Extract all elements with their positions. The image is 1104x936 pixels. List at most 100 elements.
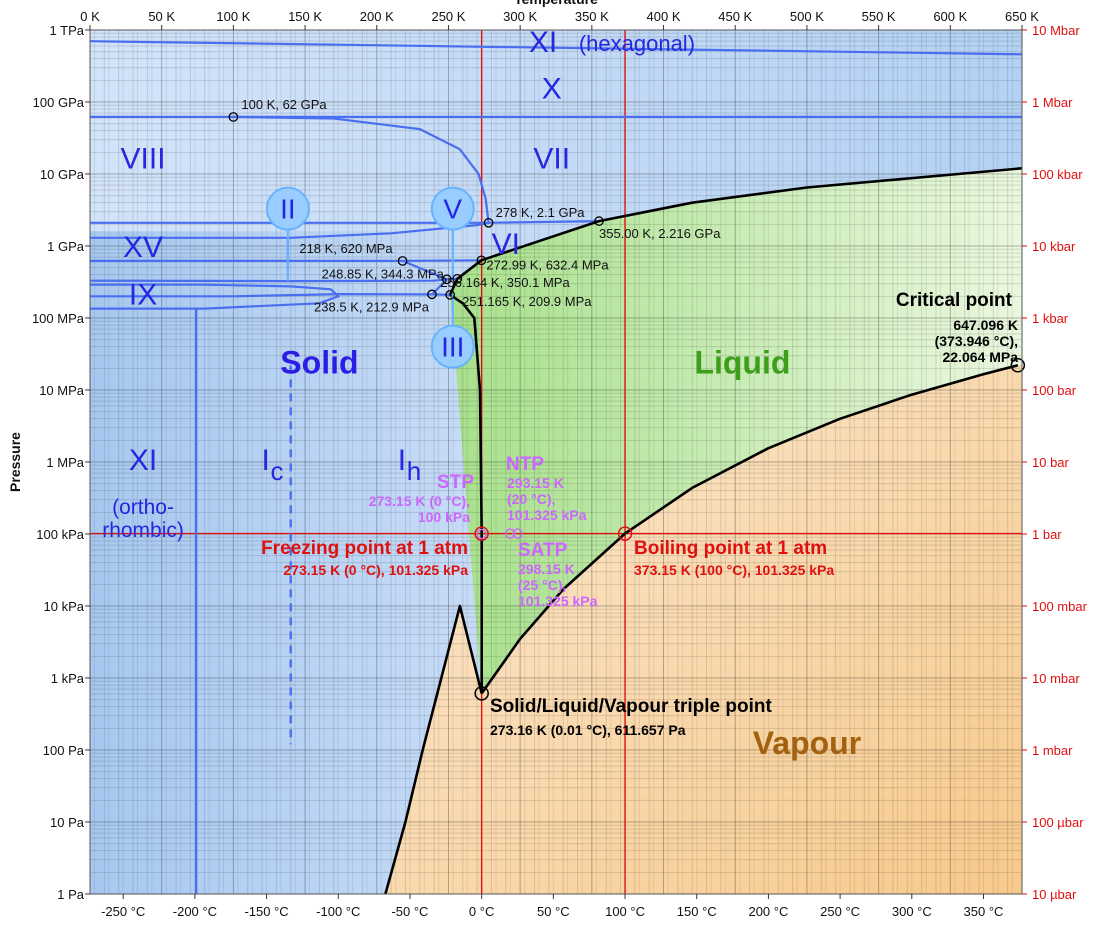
high-pressure-region — [90, 30, 1022, 295]
x-bottom-tick-label: 250 °C — [820, 904, 860, 919]
satp-label: 298.15 K — [518, 561, 575, 577]
y-left-tick-label: 100 kPa — [36, 527, 84, 542]
ice-xi-orthorhombic-sub: rhombic) — [102, 519, 184, 542]
freezing-point-title: Freezing point at 1 atm — [261, 538, 468, 559]
boundary-vii-viii — [233, 115, 490, 223]
freezing-point-marker — [474, 526, 489, 541]
satp-title: SATP — [518, 540, 568, 561]
vapour-region — [385, 365, 1022, 894]
triple-point-marker — [594, 216, 604, 226]
x-bottom-tick-label: -250 °C — [101, 904, 145, 919]
stp-marker — [476, 528, 487, 540]
y-right-tick-label: 1 bar — [1032, 527, 1062, 542]
ice-v-label: V — [443, 194, 462, 225]
x-top-tick-label: 450 K — [718, 9, 752, 24]
point-label: 238.5 K, 212.9 MPa — [314, 299, 430, 314]
x-bottom-tick-label: 0 °C — [469, 904, 494, 919]
liquid-region-label: Liquid — [694, 344, 790, 380]
freezing-point-label: 273.15 K (0 °C), 101.325 kPa — [283, 562, 468, 578]
point-label: 248.85 K, 344.3 MPa — [322, 266, 445, 281]
ice-ix-label: IX — [129, 278, 157, 311]
point-label: 278 K, 2.1 GPa — [496, 205, 586, 220]
x-bottom-tick-label: 350 °C — [964, 904, 1004, 919]
satp-label: 101.325 kPa — [518, 593, 598, 609]
triple-point-title: Solid/Liquid/Vapour triple point — [490, 696, 772, 717]
ice-i-label: I — [398, 444, 406, 477]
x-top-tick-label: 150 K — [288, 9, 322, 24]
x-top-tick-label: 400 K — [647, 9, 681, 24]
x-bottom-tick-label: 200 °C — [748, 904, 788, 919]
boundary-vi-xv — [90, 221, 489, 239]
ntp-label: (20 °C), — [507, 491, 555, 507]
stp-label: 273.15 K (0 °C), — [369, 493, 470, 509]
x-bottom-tick-label: 50 °C — [537, 904, 570, 919]
boiling-point-title: Boiling point at 1 atm — [634, 538, 827, 559]
y-right-tick-label: 10 bar — [1032, 455, 1070, 470]
x-top-tick-label: 350 K — [575, 9, 609, 24]
y-right-tick-label: 100 bar — [1032, 383, 1077, 398]
triple-point-marker — [476, 255, 487, 266]
x-bottom-tick-label: 300 °C — [892, 904, 932, 919]
ice-xi-label: XI — [529, 26, 557, 59]
x-bottom-tick-label: 100 °C — [605, 904, 645, 919]
y-left-tick-label: 1 kPa — [51, 671, 85, 686]
y-right-tick-label: 100 kbar — [1032, 167, 1083, 182]
sublimation-curve — [384, 604, 483, 894]
critical-point-title: Critical point — [896, 290, 1013, 311]
y-left-tick-label: 1 GPa — [47, 239, 85, 254]
y-left-tick-label: 1 MPa — [46, 455, 84, 470]
ntp-label: 101.325 kPa — [507, 507, 587, 523]
y-right-tick-label: 100 µbar — [1032, 815, 1084, 830]
point-label: 256.164 K, 350.1 MPa — [440, 275, 570, 290]
point-label: 251.165 K, 209.9 MPa — [462, 294, 592, 309]
ice-iii-label: III — [441, 332, 464, 363]
x-top-tick-label: 650 K — [1005, 9, 1039, 24]
satp-label: (25 °C), — [518, 577, 566, 593]
solid-region-label: Solid — [280, 344, 358, 380]
critical-point-label: (373.946 °C), — [935, 333, 1018, 349]
point-label: 355.00 K, 2.216 GPa — [599, 226, 721, 241]
triple-point-marker — [427, 289, 437, 300]
x-top-tick-label: 0 K — [80, 9, 100, 24]
y-left-tick-label: 1 TPa — [50, 23, 85, 38]
y-right-tick-label: 10 µbar — [1032, 887, 1077, 902]
satp-marker — [512, 528, 523, 539]
x-bottom-tick-label: -50 °C — [391, 904, 428, 919]
y-left-tick-label: 100 Pa — [43, 743, 85, 758]
triple-point-marker — [441, 274, 452, 285]
boiling-point-label: 373.15 K (100 °C), 101.325 kPa — [634, 562, 834, 578]
y-left-tick-label: 10 GPa — [40, 167, 85, 182]
ice-ic-subscript: c — [271, 456, 284, 486]
y-right-tick-label: 1 Mbar — [1032, 95, 1073, 110]
boundary-ix — [90, 283, 341, 310]
x-bottom-tick-label: -100 °C — [316, 904, 360, 919]
y-left-tick-label: 10 Pa — [50, 815, 85, 830]
triple-point-marker — [483, 217, 494, 228]
triple-point-marker — [445, 289, 455, 300]
y-left-tick-label: 10 kPa — [44, 599, 85, 614]
ice-i-label: I — [262, 444, 270, 477]
ntp-label: 293.15 K — [507, 475, 564, 491]
x-top-tick-label: 550 K — [862, 9, 896, 24]
ntp-marker — [505, 528, 516, 539]
y-left-tick-label: 100 MPa — [32, 311, 85, 326]
ice-xi-hexagonal-suffix: (hexagonal) — [579, 31, 695, 56]
triple-point-label: 273.16 K (0.01 °C), 611.657 Pa — [490, 722, 686, 738]
x-top-tick-label: 250 K — [431, 9, 465, 24]
y-right-tick-label: 10 kbar — [1032, 239, 1076, 254]
y-left-tick-label: 10 MPa — [39, 383, 85, 398]
y-right-tick-label: 10 Mbar — [1032, 23, 1080, 38]
y-right-tick-label: 10 mbar — [1032, 671, 1080, 686]
y-right-tick-label: 100 mbar — [1032, 599, 1088, 614]
ice-xv-label: XV — [123, 231, 163, 264]
x-bottom-tick-label: -200 °C — [173, 904, 217, 919]
ice-xi-orthorhombic-sub: (ortho- — [112, 496, 174, 519]
stp-label: 100 kPa — [418, 509, 470, 525]
solid-liquid-vapour-triple-point-marker — [474, 686, 489, 701]
ice-viii-label: VIII — [121, 142, 166, 175]
ice-iii-circle — [430, 324, 475, 369]
y-right-tick-label: 1 kbar — [1032, 311, 1069, 326]
point-label: 100 K, 62 GPa — [241, 97, 327, 112]
boundary-ih-ii — [90, 278, 448, 298]
